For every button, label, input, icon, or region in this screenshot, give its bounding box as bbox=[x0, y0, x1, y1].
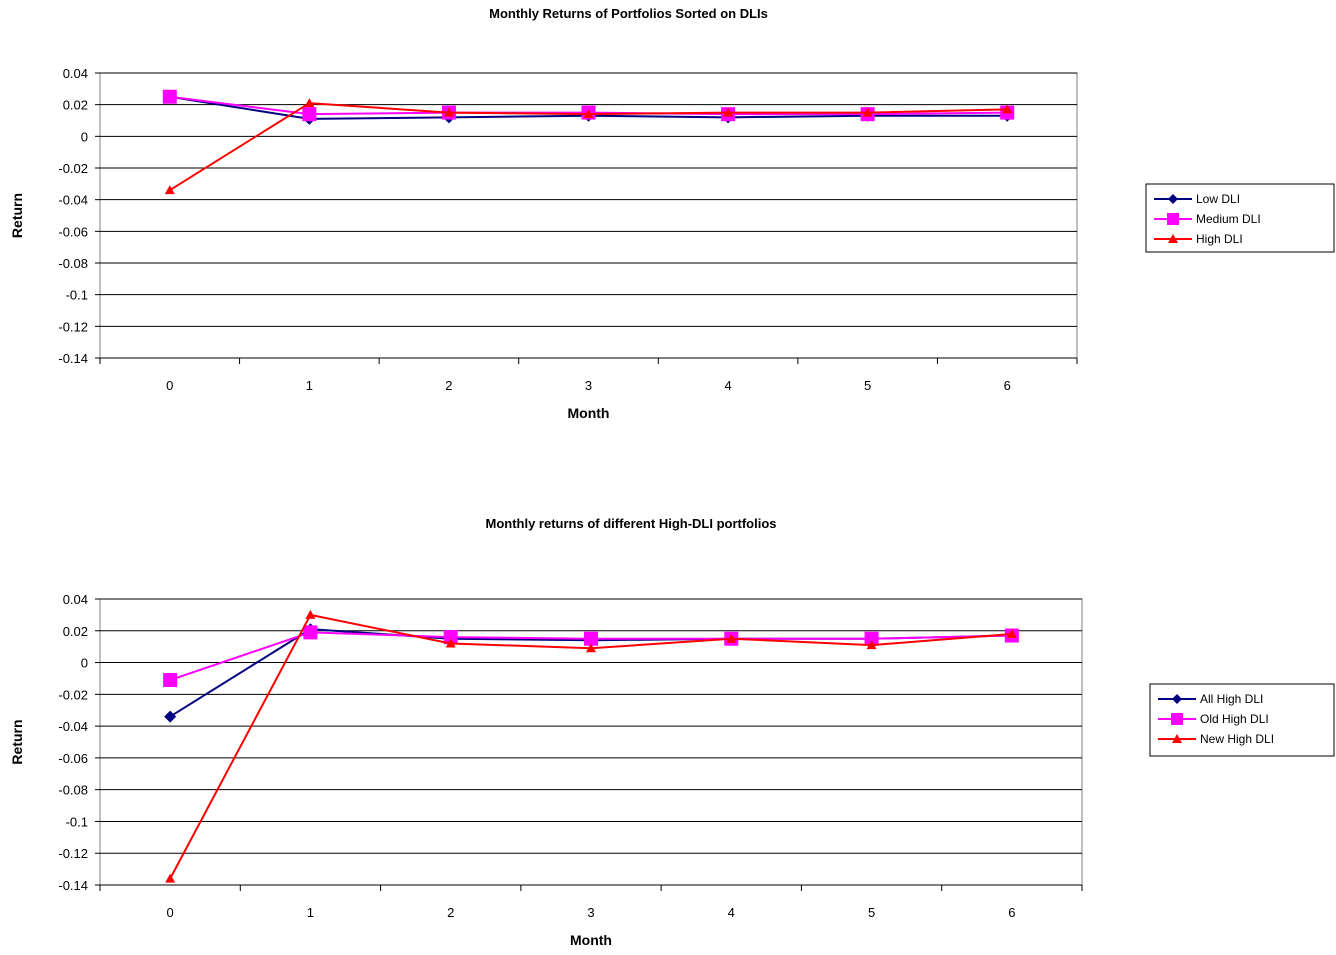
y-tick-label: -0.14 bbox=[58, 878, 88, 893]
x-tick-label: 4 bbox=[724, 378, 731, 393]
x-tick-label: 1 bbox=[307, 905, 314, 920]
triangle-marker-3 bbox=[586, 643, 596, 653]
triangle-marker-5 bbox=[862, 107, 873, 117]
legend: Low DLI Medium DLI High DLI bbox=[1145, 183, 1335, 253]
legend-entry-old-high-dli: Old High DLI bbox=[1200, 712, 1269, 726]
y-tick-label: -0.1 bbox=[66, 814, 88, 829]
square-marker-0 bbox=[163, 673, 178, 688]
triangle-marker-2 bbox=[445, 638, 456, 648]
y-tick-label: 0.02 bbox=[63, 624, 88, 639]
y-tick-label: 0.04 bbox=[63, 592, 88, 607]
y-tick-label: -0.06 bbox=[58, 751, 88, 766]
chart-dli-portfolios: Monthly Returns of Portfolios Sorted on … bbox=[0, 0, 1336, 470]
x-tick-label: 5 bbox=[868, 905, 875, 920]
x-tick-label: 6 bbox=[1004, 378, 1011, 393]
series-old-high-dli bbox=[163, 625, 1019, 688]
triangle-marker-6 bbox=[1006, 628, 1017, 638]
triangle-marker-6 bbox=[1002, 104, 1013, 114]
diamond-marker-0 bbox=[164, 710, 177, 723]
y-tick-label: 0 bbox=[81, 656, 88, 671]
triangle-marker-2 bbox=[443, 107, 454, 117]
y-tick-label: -0.06 bbox=[58, 224, 88, 239]
chart-svg: Monthly Returns of Portfolios Sorted on … bbox=[9, 6, 1335, 421]
square-marker-5 bbox=[864, 631, 879, 646]
x-tick-label: 6 bbox=[1008, 905, 1015, 920]
x-tick-label: 3 bbox=[587, 905, 594, 920]
x-tick-label: 2 bbox=[447, 905, 454, 920]
y-axis-title: Return bbox=[9, 193, 25, 238]
x-tick-label: 0 bbox=[166, 378, 173, 393]
square-marker-0 bbox=[162, 89, 177, 104]
square-marker-1 bbox=[303, 625, 318, 640]
y-tick-label: -0.14 bbox=[58, 351, 88, 366]
legend-entry-medium-dli: Medium DLI bbox=[1196, 212, 1261, 226]
x-axis-title: Month bbox=[570, 932, 612, 948]
x-axis-title: Month bbox=[568, 405, 610, 421]
y-tick-label: -0.02 bbox=[58, 161, 88, 176]
legend-entry-low-dli: Low DLI bbox=[1196, 192, 1240, 206]
legend: All High DLI Old High DLI New High DLI bbox=[1149, 683, 1335, 757]
triangle-marker-3 bbox=[583, 109, 594, 119]
square-marker-2 bbox=[443, 630, 458, 645]
legend-entry-all-high-dli: All High DLI bbox=[1200, 692, 1263, 706]
y-tick-label: -0.12 bbox=[58, 319, 88, 334]
x-tick-label: 0 bbox=[167, 905, 174, 920]
x-tick-label: 2 bbox=[445, 378, 452, 393]
y-tick-label: -0.08 bbox=[58, 783, 88, 798]
y-tick-label: -0.04 bbox=[58, 719, 88, 734]
chart-title: Monthly returns of different High-DLI po… bbox=[485, 516, 776, 531]
chart-title: Monthly Returns of Portfolios Sorted on … bbox=[489, 6, 768, 21]
triangle-marker-0 bbox=[165, 873, 176, 883]
chart-high-dli-portfolios: Monthly returns of different High-DLI po… bbox=[0, 500, 1336, 950]
square-marker-1 bbox=[302, 107, 317, 122]
y-tick-label: -0.08 bbox=[58, 256, 88, 271]
y-tick-label: -0.1 bbox=[66, 288, 88, 303]
x-tick-label: 5 bbox=[864, 378, 871, 393]
y-tick-label: -0.12 bbox=[58, 846, 88, 861]
triangle-marker-4 bbox=[726, 633, 737, 643]
y-tick-label: 0.02 bbox=[63, 98, 88, 113]
series-high-dli bbox=[164, 98, 1013, 195]
y-tick-label: -0.02 bbox=[58, 687, 88, 702]
triangle-marker-2 bbox=[1172, 734, 1182, 743]
triangle-marker-0 bbox=[164, 185, 175, 195]
triangle-marker-1 bbox=[305, 609, 316, 619]
series-line bbox=[169, 613, 1012, 880]
square-marker-1 bbox=[1167, 213, 1179, 225]
y-axis-title: Return bbox=[9, 719, 25, 764]
legend-box bbox=[1149, 683, 1335, 757]
chart-svg: Monthly returns of different High-DLI po… bbox=[9, 516, 1335, 948]
x-tick-label: 4 bbox=[728, 905, 735, 920]
y-tick-label: 0 bbox=[81, 129, 88, 144]
square-marker-1 bbox=[1171, 713, 1183, 725]
triangle-marker-5 bbox=[866, 640, 877, 650]
y-tick-label: 0.04 bbox=[63, 66, 88, 81]
diamond-marker-0 bbox=[1172, 694, 1182, 704]
diamond-marker-0 bbox=[1168, 194, 1178, 204]
triangle-marker-4 bbox=[723, 107, 734, 117]
series-new-high-dli bbox=[165, 609, 1017, 883]
triangle-marker-2 bbox=[1168, 234, 1178, 243]
x-tick-label: 3 bbox=[585, 378, 592, 393]
square-marker-3 bbox=[584, 631, 598, 646]
x-tick-label: 1 bbox=[306, 378, 313, 393]
legend-entry-high-dli: High DLI bbox=[1196, 232, 1243, 246]
y-tick-label: -0.04 bbox=[58, 193, 88, 208]
triangle-marker-1 bbox=[304, 98, 315, 108]
legend-entry-new-high-dli: New High DLI bbox=[1200, 732, 1274, 746]
